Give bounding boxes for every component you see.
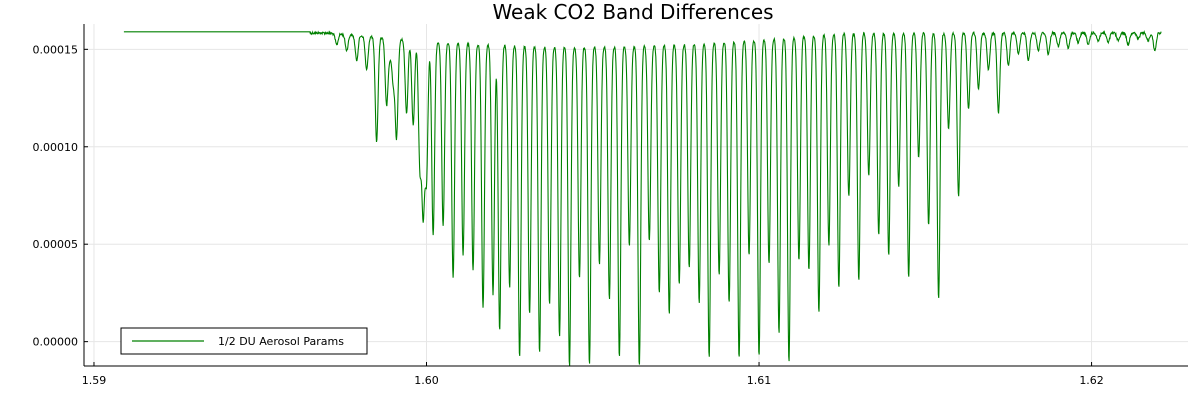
y-tick-label: 0.00000 xyxy=(33,336,79,349)
legend-label: 1/2 DU Aerosol Params xyxy=(218,335,344,348)
legend: 1/2 DU Aerosol Params xyxy=(120,327,368,355)
y-tick-label: 0.00010 xyxy=(33,141,79,154)
chart-title: Weak CO2 Band Differences xyxy=(492,0,773,24)
y-tick-label: 0.00015 xyxy=(33,43,79,56)
x-tick-label: 1.59 xyxy=(82,374,107,387)
series-layer xyxy=(123,30,1162,366)
y-tick-label: 0.00005 xyxy=(33,238,79,251)
x-tick-label: 1.60 xyxy=(414,374,439,387)
axis-layer: 1.59 1.60 1.61 1.62 0.00000 0.00005 0.00010 0.0… xyxy=(33,24,1188,387)
series-line xyxy=(123,30,1162,366)
x-tick-label: 1.62 xyxy=(1079,374,1104,387)
x-tick-label: 1.61 xyxy=(747,374,772,387)
